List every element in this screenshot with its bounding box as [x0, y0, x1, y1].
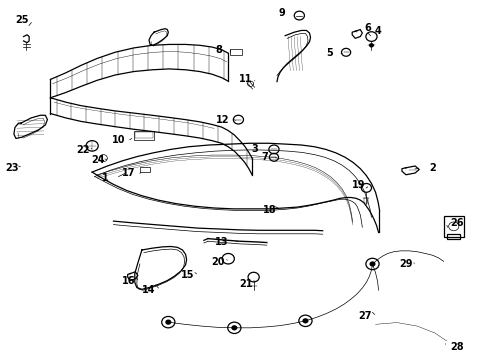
Text: 10: 10	[112, 135, 125, 145]
Text: 18: 18	[263, 205, 276, 215]
Text: 1: 1	[101, 173, 108, 183]
Text: 2: 2	[428, 163, 435, 173]
Text: 11: 11	[238, 73, 252, 84]
Circle shape	[302, 318, 308, 323]
Bar	[135, 132, 152, 139]
Text: 9: 9	[278, 8, 285, 18]
Text: 29: 29	[399, 259, 412, 269]
Text: 3: 3	[251, 144, 258, 154]
Text: 28: 28	[449, 342, 463, 352]
Text: 13: 13	[215, 237, 228, 247]
Text: 19: 19	[351, 180, 365, 190]
Text: 7: 7	[261, 152, 267, 162]
Text: 27: 27	[358, 311, 371, 321]
Text: 24: 24	[91, 155, 105, 165]
Bar	[443, 216, 463, 237]
Text: 12: 12	[216, 114, 229, 125]
Text: 5: 5	[326, 48, 332, 58]
Bar	[446, 234, 459, 239]
Text: 23: 23	[5, 163, 19, 173]
Bar	[140, 167, 149, 172]
Text: 6: 6	[363, 23, 370, 33]
Text: 22: 22	[76, 145, 89, 155]
Text: 20: 20	[211, 257, 224, 267]
Bar	[364, 198, 367, 203]
Text: 15: 15	[181, 270, 194, 280]
Text: 26: 26	[449, 218, 463, 228]
Text: 25: 25	[15, 15, 29, 25]
Bar	[134, 131, 154, 140]
Bar	[230, 49, 242, 55]
Text: 17: 17	[122, 168, 135, 179]
Circle shape	[165, 320, 171, 325]
Text: 4: 4	[373, 26, 380, 36]
Circle shape	[368, 43, 373, 48]
Text: 14: 14	[142, 285, 156, 295]
Circle shape	[231, 325, 237, 330]
Text: 16: 16	[122, 276, 135, 287]
Circle shape	[369, 261, 375, 267]
Text: 8: 8	[215, 45, 222, 55]
Text: 21: 21	[238, 279, 252, 289]
